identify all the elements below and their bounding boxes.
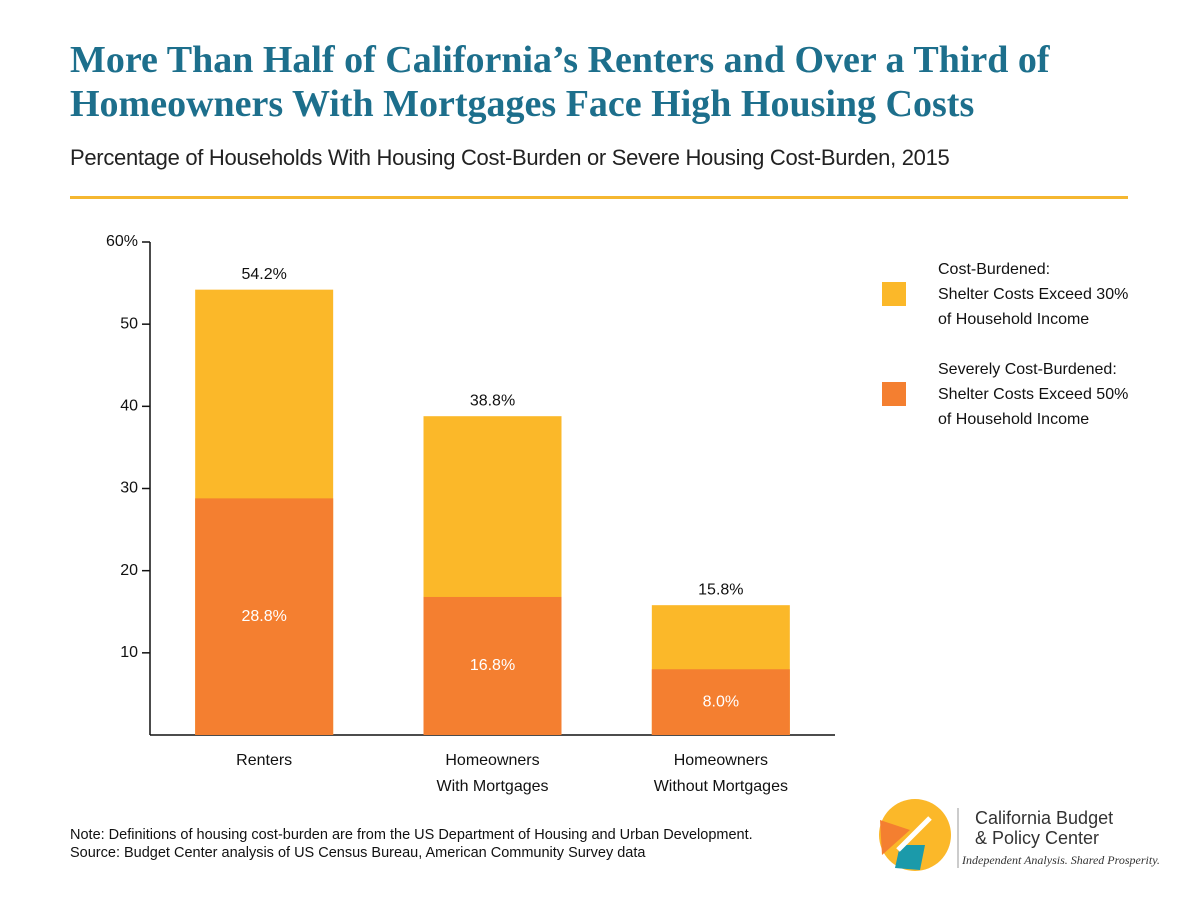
legend-label: Cost-Burdened: Shelter Costs Exceed 30% of… xyxy=(938,261,1128,328)
bar xyxy=(651,669,790,735)
data-label: 8.0% xyxy=(703,693,739,710)
logo-arrow xyxy=(896,816,932,852)
data-label: 16.8% xyxy=(470,657,515,674)
bar xyxy=(423,596,562,735)
y-tick-label: 40 xyxy=(120,398,138,415)
data-label: 15.8% xyxy=(698,581,743,598)
logo-shape xyxy=(880,820,910,855)
chart-subtitle: Percentage of Households With Housing Co… xyxy=(70,145,950,170)
data-label: 54.2% xyxy=(241,266,286,283)
logo-tagline: Independent Analysis. Shared Prosperity. xyxy=(962,853,1160,867)
x-tick-label: Renters xyxy=(236,752,292,769)
y-tick-label: 50 xyxy=(120,315,138,332)
source: Source: Budget Center analysis of US Cen… xyxy=(70,845,646,861)
legend-swatch xyxy=(882,282,906,306)
x-tick-label: Homeowners With Mortgages xyxy=(436,752,548,795)
y-tick-label: 60% xyxy=(106,233,138,250)
notes: Note: Definitions of housing cost-burden… xyxy=(70,826,770,862)
divider xyxy=(70,196,1128,199)
data-label: 28.8% xyxy=(241,608,286,625)
logo-name: California Budget & Policy Center xyxy=(975,808,1114,848)
chart-title: More Than Half of California’s Renters a… xyxy=(70,39,1050,125)
logo-mark xyxy=(879,799,959,871)
bar xyxy=(195,498,334,735)
logo-shape xyxy=(895,845,925,870)
y-tick-label: 30 xyxy=(120,480,138,497)
x-tick-label: Homeowners Without Mortgages xyxy=(654,752,788,795)
y-tick-label: 20 xyxy=(120,562,138,579)
note: Note: Definitions of housing cost-burden… xyxy=(70,827,753,843)
data-label: 38.8% xyxy=(470,392,515,409)
legend-label: Severely Cost-Burdened: Shelter Costs Exc… xyxy=(938,361,1128,428)
y-tick-label: 10 xyxy=(120,644,138,661)
legend-swatch xyxy=(882,382,906,406)
